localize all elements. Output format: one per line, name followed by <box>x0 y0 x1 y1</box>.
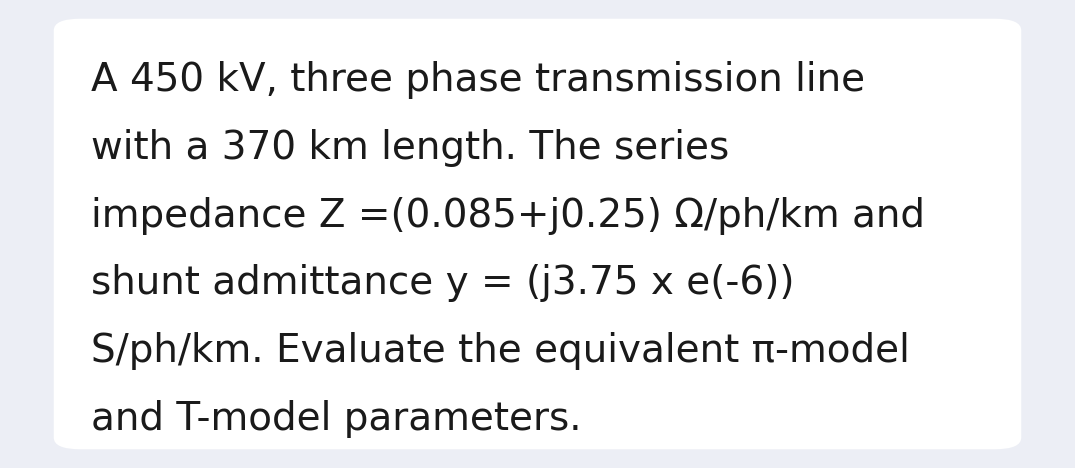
Text: with a 370 km length. The series: with a 370 km length. The series <box>91 129 730 167</box>
Text: shunt admittance y = (j3.75 x e(-6)): shunt admittance y = (j3.75 x e(-6)) <box>91 264 794 302</box>
Text: impedance Z =(0.085+j0.25) Ω/ph/km and: impedance Z =(0.085+j0.25) Ω/ph/km and <box>91 197 926 234</box>
FancyBboxPatch shape <box>54 19 1021 449</box>
Text: S/ph/km. Evaluate the equivalent π-model: S/ph/km. Evaluate the equivalent π-model <box>91 332 911 370</box>
Text: A 450 kV, three phase transmission line: A 450 kV, three phase transmission line <box>91 61 865 99</box>
Text: and T-model parameters.: and T-model parameters. <box>91 400 582 438</box>
